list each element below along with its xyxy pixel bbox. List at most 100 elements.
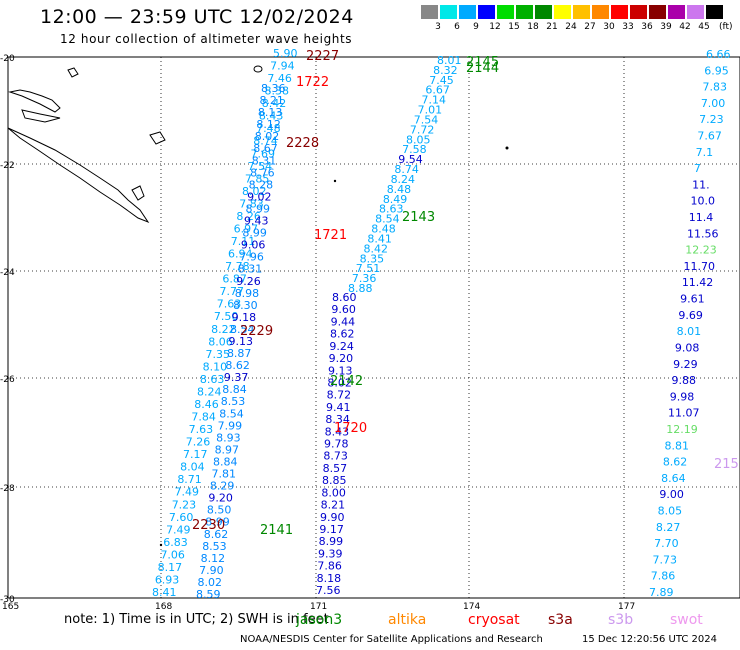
wave-height-value: 8.48 — [387, 183, 412, 196]
wave-height-value: 7.26 — [186, 436, 211, 449]
wave-height-value: 9.61 — [680, 293, 705, 306]
legend-swatch — [706, 5, 723, 19]
legend-label: 24 — [565, 22, 577, 32]
wave-height-value: 8.24 — [391, 173, 416, 186]
wave-height-value: 7.67 — [697, 130, 722, 143]
legend-swatch — [630, 5, 647, 19]
wave-height-value: 11.07 — [668, 407, 700, 420]
pass-time-label: 1720 — [334, 421, 367, 436]
legend-unit: (ft) — [719, 22, 733, 32]
coastline — [7, 65, 509, 547]
wave-height-value: 6.93 — [155, 573, 180, 586]
pass-time-label: 2143 — [402, 210, 435, 225]
wave-height-value: 7.83 — [703, 81, 728, 94]
pass-time-label: 2144 — [466, 61, 499, 76]
wave-height-value: 8.05 — [406, 133, 431, 146]
wave-height-value: 8.97 — [215, 443, 240, 456]
wave-height-value: 8.99 — [319, 535, 344, 548]
wave-height-value: 8.76 — [250, 166, 275, 179]
wave-height-value: 8.38 — [265, 85, 290, 98]
legend-swatch — [554, 5, 571, 19]
satellite-legend-item: s3b — [608, 612, 634, 628]
wave-height-value: 9.26 — [236, 275, 261, 288]
legend-swatch — [668, 5, 685, 19]
wave-height-value: 8.12 — [201, 552, 226, 565]
wave-height-value: 8.54 — [375, 213, 400, 226]
wave-height-value: 8.99 — [246, 202, 271, 215]
wave-height-value: 7.94 — [270, 60, 295, 73]
legend-label: 27 — [584, 22, 596, 32]
wave-height-value: 8.73 — [323, 450, 348, 463]
wave-height-value: 9.41 — [326, 401, 351, 414]
pass-time-label: 2229 — [240, 324, 273, 339]
wave-height-value: 7.77 — [220, 285, 245, 298]
legend-label: 3 — [435, 22, 441, 32]
wave-height-value: 8.62 — [225, 359, 250, 372]
wave-height-value: 8.01 — [677, 325, 702, 338]
lat-tick-label: -24 — [0, 268, 15, 278]
color-legend: 3 6 9 12 15 18 21 24 27 30 33 36 39 42 45 — [421, 5, 729, 33]
wave-height-value: 7.54 — [248, 160, 273, 173]
satellite-legend-item: swot — [670, 612, 703, 628]
wave-height-value: 8.98 — [235, 287, 260, 300]
wave-height-value: 8.41 — [367, 232, 392, 245]
wave-height-value: 8.57 — [323, 462, 348, 475]
legend-swatch — [592, 5, 609, 19]
wave-height-value: 8.63 — [379, 203, 404, 216]
wave-height-value: 7.35 — [205, 348, 230, 361]
wave-height-value: 8.84 — [213, 455, 238, 468]
lat-tick-label: -20 — [0, 54, 15, 64]
wave-height-value: 11.4 — [689, 211, 714, 224]
wave-height-value: 9.88 — [671, 374, 696, 387]
legend-label: 45 — [698, 22, 710, 32]
wave-height-value: 8.42 — [262, 97, 287, 110]
legend-swatch — [440, 5, 457, 19]
wave-height-value: 9.54 — [398, 153, 423, 166]
wave-height-value: 8.18 — [317, 572, 342, 585]
wave-height-value: 6.97 — [234, 222, 259, 235]
wave-height-value: 12.19 — [666, 423, 698, 436]
wave-height-value: 6.87 — [222, 273, 247, 286]
wave-height-value: 9.02 — [247, 190, 271, 203]
wave-height-value: 8.72 — [327, 389, 352, 402]
wave-height-value: 8.30 — [233, 299, 258, 312]
wave-height-value: 7.23 — [699, 113, 724, 126]
wave-height-value: 9.18 — [232, 311, 257, 324]
wave-height-value: 9.60 — [331, 303, 356, 316]
pass-time-label: 2228 — [286, 136, 319, 151]
wave-height-value: 8.00 — [321, 486, 346, 499]
wave-height-value: 8.62 — [204, 528, 229, 541]
wave-height-value: 8.17 — [158, 561, 183, 574]
wave-height-value: 8.02 — [255, 130, 279, 143]
pass-time-label: 215 — [714, 457, 739, 472]
wave-height-value: 7.45 — [429, 74, 454, 87]
wave-height-value: 8.06 — [208, 335, 233, 348]
wave-height-value: 7.54 — [414, 113, 439, 126]
wave-height-value: 9.29 — [673, 358, 698, 371]
wave-height-value: 9.24 — [329, 340, 354, 353]
legend-swatch — [573, 5, 590, 19]
pass-time-label: 2230 — [192, 518, 225, 533]
wave-height-value: 9.17 — [319, 523, 344, 536]
legend-swatch — [535, 5, 552, 19]
wave-height-value: 8.50 — [207, 504, 232, 517]
wave-height-value: 6.66 — [706, 48, 731, 61]
wave-height-value: 8.48 — [371, 223, 396, 236]
wave-height-value: 8.13 — [258, 106, 283, 119]
wave-height-value: 6.94 — [228, 248, 253, 261]
wave-height-value: 8.54 — [219, 407, 244, 420]
lon-tick-label: 165 — [2, 602, 19, 612]
wave-height-value: 7.83 — [239, 197, 263, 210]
satellite-legend-item: altika — [388, 612, 427, 628]
wave-height-value: 8.04 — [180, 461, 205, 474]
wave-height-value: 7.78 — [225, 260, 250, 273]
wave-height-value: 7.36 — [352, 272, 377, 285]
wave-height-value: 8.02 — [327, 376, 352, 389]
wave-height-value: 9.06 — [241, 239, 266, 252]
legend-label: 33 — [622, 22, 634, 32]
wave-height-value: 9.37 — [224, 371, 249, 384]
wave-height-value: 7 — [694, 162, 701, 175]
wave-height-value: 8.05 — [658, 504, 683, 517]
